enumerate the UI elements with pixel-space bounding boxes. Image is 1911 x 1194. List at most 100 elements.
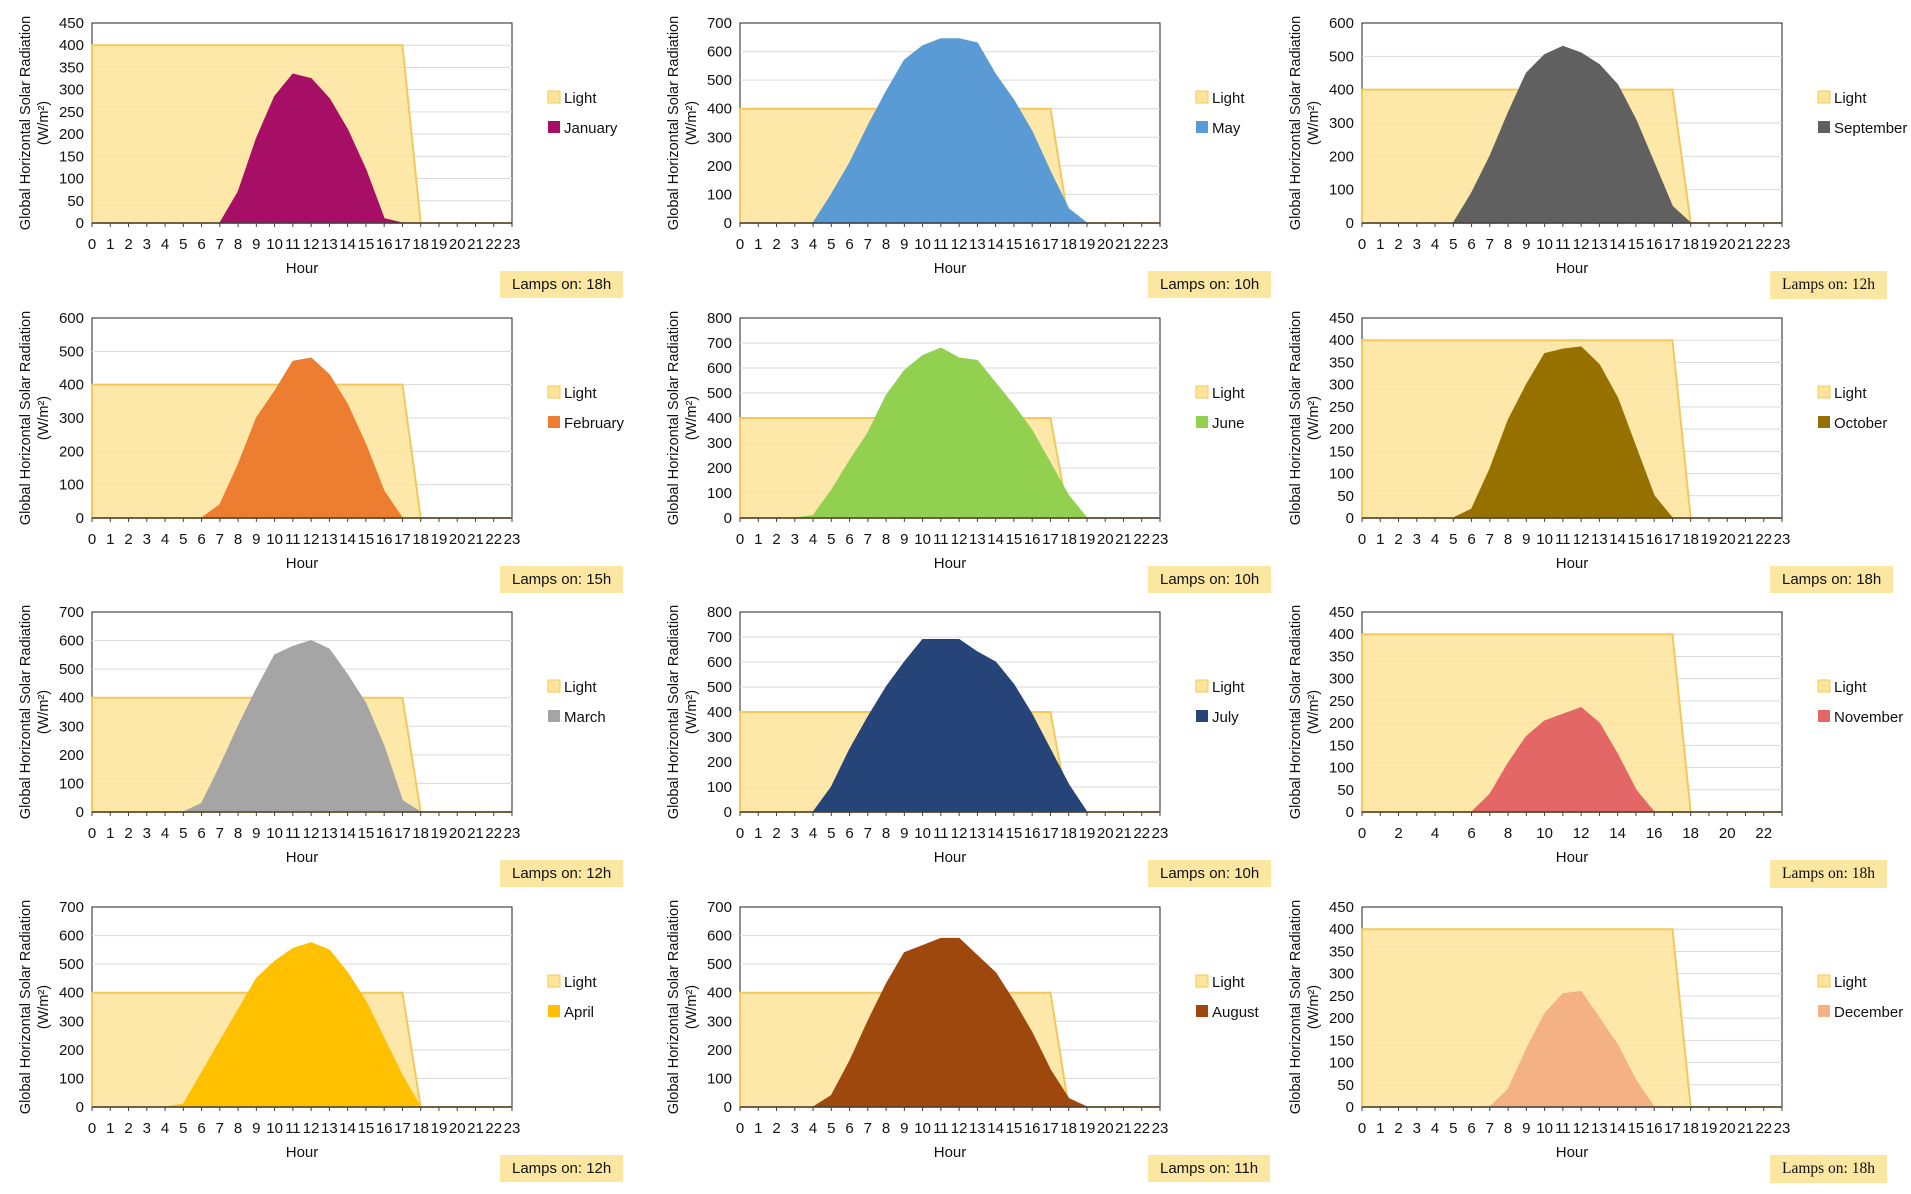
x-tick-label: 12 bbox=[1573, 531, 1590, 548]
x-tick-label: 10 bbox=[914, 531, 931, 548]
chart-panel-october: 0 50 100 150 200 250 300 350 400 450 0 1 2 3 4 5 6 7 8 9 10 1… bbox=[1270, 303, 1900, 597]
x-tick-label: 11 bbox=[933, 531, 949, 548]
legend-swatch-light bbox=[547, 679, 561, 693]
y-tick-label: 300 bbox=[59, 82, 84, 99]
x-tick-label: 7 bbox=[216, 236, 224, 253]
x-tick-label: 7 bbox=[216, 825, 224, 842]
x-tick-label: 19 bbox=[1701, 531, 1718, 548]
y-axis-unit: (W/m²) bbox=[36, 985, 52, 1029]
x-tick-label: 14 bbox=[1609, 825, 1626, 842]
y-tick-label: 500 bbox=[707, 956, 732, 973]
x-tick-label: 13 bbox=[969, 531, 986, 548]
y-tick-label: 600 bbox=[59, 928, 84, 945]
x-tick-label: 9 bbox=[900, 236, 908, 253]
y-tick-label: 150 bbox=[1329, 737, 1354, 754]
x-tick-label: 19 bbox=[431, 1120, 448, 1137]
x-tick-label: 12 bbox=[303, 531, 320, 548]
legend-swatch-light bbox=[1817, 679, 1831, 693]
x-tick-label: 9 bbox=[252, 825, 260, 842]
y-tick-label: 600 bbox=[59, 310, 84, 327]
x-tick-label: 18 bbox=[1060, 1120, 1077, 1137]
x-tick-label: 13 bbox=[1591, 531, 1608, 548]
x-tick-label: 20 bbox=[449, 825, 466, 842]
x-tick-label: 17 bbox=[1042, 236, 1059, 253]
x-tick-label: 0 bbox=[1358, 1120, 1366, 1137]
x-tick-label: 2 bbox=[1394, 1120, 1402, 1137]
x-tick-label: 5 bbox=[179, 236, 187, 253]
y-tick-label: 300 bbox=[707, 129, 732, 146]
x-axis-title: Hour bbox=[1556, 260, 1589, 277]
x-tick-label: 18 bbox=[412, 825, 429, 842]
x-tick-label: 16 bbox=[1024, 531, 1041, 548]
x-tick-label: 6 bbox=[197, 236, 205, 253]
x-tick-label: 2 bbox=[772, 236, 780, 253]
x-tick-label: 20 bbox=[1097, 236, 1114, 253]
x-tick-label: 18 bbox=[412, 531, 429, 548]
y-tick-label: 500 bbox=[59, 661, 84, 678]
legend-label-month: May bbox=[1212, 120, 1241, 137]
x-tick-label: 6 bbox=[1467, 825, 1475, 842]
x-tick-label: 7 bbox=[1486, 236, 1494, 253]
y-tick-label: 0 bbox=[76, 804, 84, 821]
x-tick-label: 1 bbox=[754, 825, 762, 842]
y-tick-label: 600 bbox=[707, 928, 732, 945]
x-tick-label: 9 bbox=[900, 825, 908, 842]
x-tick-label: 0 bbox=[1358, 236, 1366, 253]
x-tick-label: 21 bbox=[1115, 236, 1132, 253]
x-tick-label: 11 bbox=[285, 825, 301, 842]
x-tick-label: 19 bbox=[1701, 236, 1718, 253]
x-tick-label: 16 bbox=[376, 236, 393, 253]
x-tick-label: 18 bbox=[1682, 825, 1699, 842]
legend-label-month: March bbox=[564, 709, 606, 726]
x-tick-label: 4 bbox=[1431, 825, 1439, 842]
x-tick-label: 17 bbox=[1664, 531, 1681, 548]
x-tick-label: 4 bbox=[161, 1120, 169, 1137]
y-tick-label: 0 bbox=[1346, 804, 1354, 821]
y-tick-label: 350 bbox=[1329, 943, 1354, 960]
lamps-on-badge: Lamps on: 11h bbox=[1148, 1155, 1271, 1182]
x-tick-label: 6 bbox=[845, 236, 853, 253]
legend-swatch-light bbox=[1817, 90, 1831, 104]
x-tick-label: 14 bbox=[339, 531, 356, 548]
x-tick-label: 2 bbox=[124, 236, 132, 253]
y-axis-title: Global Horizontal Solar Radiation bbox=[18, 605, 34, 819]
y-tick-label: 500 bbox=[1329, 48, 1354, 65]
legend-swatch-light bbox=[1195, 974, 1209, 988]
x-tick-label: 2 bbox=[1394, 531, 1402, 548]
x-tick-label: 16 bbox=[376, 1120, 393, 1137]
x-tick-label: 14 bbox=[1609, 1120, 1626, 1137]
y-tick-label: 300 bbox=[59, 1013, 84, 1030]
x-tick-label: 23 bbox=[504, 531, 521, 548]
x-tick-label: 3 bbox=[1413, 1120, 1421, 1137]
y-tick-label: 0 bbox=[724, 510, 732, 527]
x-tick-label: 23 bbox=[1152, 825, 1169, 842]
x-tick-label: 20 bbox=[1097, 1120, 1114, 1137]
y-axis-title: Global Horizontal Solar Radiation bbox=[666, 900, 682, 1114]
legend-label-month: September bbox=[1834, 120, 1907, 137]
x-tick-label: 5 bbox=[827, 236, 835, 253]
x-tick-label: 3 bbox=[791, 825, 799, 842]
y-tick-label: 100 bbox=[59, 1070, 84, 1087]
y-axis-title: Global Horizontal Solar Radiation bbox=[1288, 900, 1304, 1114]
legend-swatch-light bbox=[1195, 385, 1209, 399]
x-tick-label: 11 bbox=[1555, 236, 1571, 253]
x-tick-label: 3 bbox=[143, 1120, 151, 1137]
x-tick-label: 13 bbox=[321, 825, 338, 842]
x-tick-label: 8 bbox=[234, 1120, 242, 1137]
legend-swatch-month bbox=[1196, 416, 1208, 428]
x-tick-label: 14 bbox=[987, 825, 1004, 842]
x-tick-label: 6 bbox=[845, 825, 853, 842]
x-tick-label: 16 bbox=[376, 531, 393, 548]
lamps-on-badge: Lamps on: 12h bbox=[500, 1155, 624, 1182]
x-tick-label: 0 bbox=[88, 531, 96, 548]
x-tick-label: 21 bbox=[1737, 531, 1754, 548]
x-tick-label: 16 bbox=[1646, 531, 1663, 548]
x-tick-label: 10 bbox=[914, 236, 931, 253]
legend-swatch-light bbox=[1817, 974, 1831, 988]
y-axis-unit: (W/m²) bbox=[36, 690, 52, 734]
legend-label-month: August bbox=[1212, 1004, 1260, 1021]
x-tick-label: 6 bbox=[1467, 1120, 1475, 1137]
x-tick-label: 1 bbox=[754, 1120, 762, 1137]
y-tick-label: 200 bbox=[59, 126, 84, 143]
